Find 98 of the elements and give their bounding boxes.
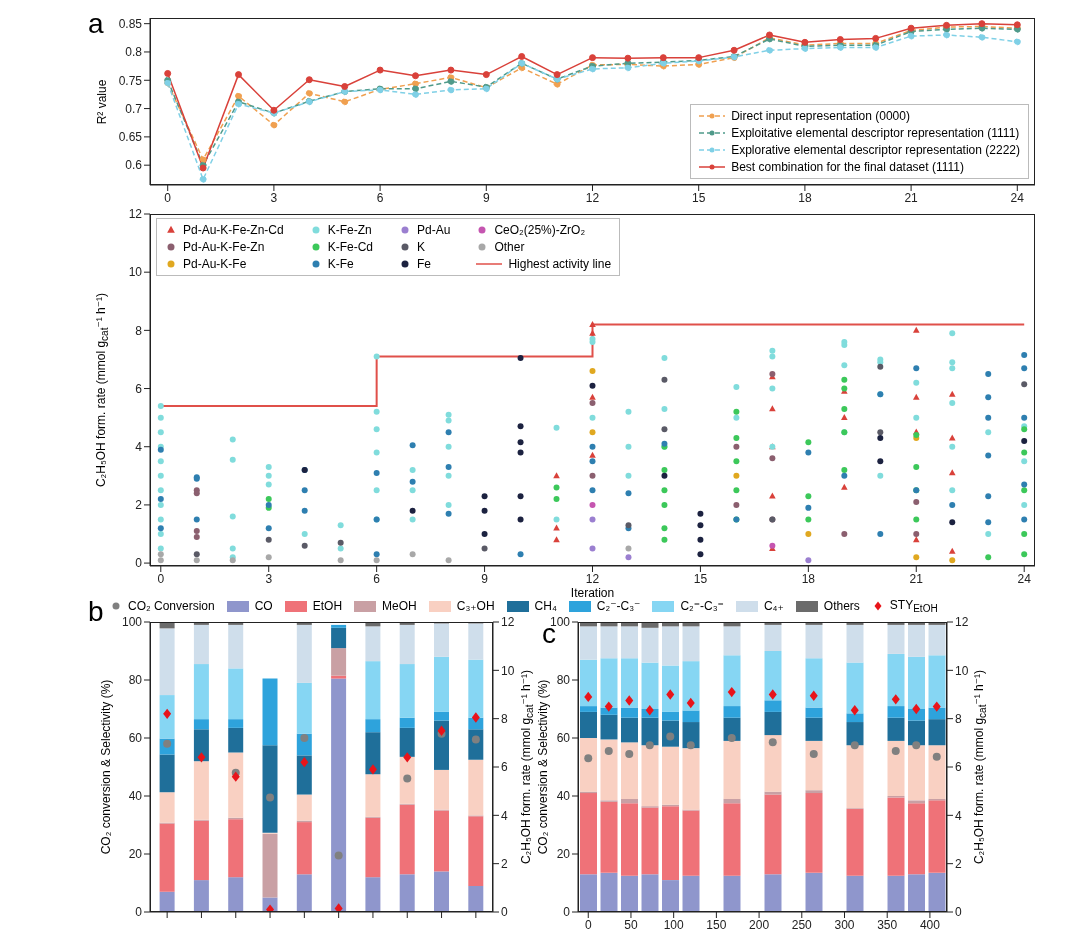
x-tick-label: 9 xyxy=(481,571,489,586)
y-tick-label: 12 xyxy=(128,207,143,222)
legend-label: Pd-Au xyxy=(417,223,451,237)
chart-title: b xyxy=(88,596,104,628)
x-tick-label: 9 xyxy=(482,190,490,205)
y2-tick-label: 6 xyxy=(955,760,962,775)
x-tick-label: 15 xyxy=(692,190,706,205)
x-tick-label: 150 xyxy=(706,917,727,932)
x-tick-label: 24 xyxy=(1010,190,1025,205)
legend-label: CeO₂(25%)-ZrO₂ xyxy=(494,223,586,237)
y-tick-label: 0 xyxy=(135,905,143,920)
x-tick-label: 3 xyxy=(270,190,278,205)
legend-label: CO xyxy=(254,599,273,614)
chart-title: a xyxy=(88,8,104,40)
legend-label: Fe xyxy=(417,257,432,271)
x-tick-label: 12 xyxy=(585,571,600,586)
y-tick-label: 0.85 xyxy=(118,16,143,31)
y-tick-label: 80 xyxy=(556,673,571,688)
x-tick-label: 100 xyxy=(663,917,684,932)
y-axis-title: R² value xyxy=(95,79,109,124)
y-tick-label: 4 xyxy=(135,439,143,454)
x-tick-label: 12 xyxy=(585,190,600,205)
legend-label: Pd-Au-K-Fe xyxy=(183,257,247,271)
y2-tick-label: 12 xyxy=(501,615,515,630)
y-tick-label: 40 xyxy=(556,789,571,804)
x-axis-title: Iteration xyxy=(570,586,615,600)
x-tick-label: 21 xyxy=(904,190,919,205)
y2-tick-label: 12 xyxy=(955,615,969,630)
y-tick-label: 0 xyxy=(563,905,571,920)
x-tick-label: 400 xyxy=(919,917,941,932)
y-tick-label: 8 xyxy=(135,323,143,338)
legend-label: MeOH xyxy=(382,599,417,614)
x-tick-label: 50 xyxy=(624,917,638,932)
y-axis-title: CO₂ conversion & Selectivity (%) xyxy=(536,679,550,855)
y-tick-label: 0.6 xyxy=(125,158,143,173)
y2-tick-label: 4 xyxy=(501,808,508,823)
y-tick-label: 0 xyxy=(135,556,143,571)
x-tick-label: 18 xyxy=(798,190,812,205)
x-tick-label: 0 xyxy=(584,917,592,932)
x-tick-label: 3 xyxy=(265,571,273,586)
legend-label: K xyxy=(417,240,426,254)
x-tick-label: 21 xyxy=(909,571,924,586)
legend-label: Explorative elemental descriptor representation (2222) xyxy=(731,143,1020,157)
legend-label: STY$_{EtOH}$ xyxy=(889,598,938,615)
y2-tick-label: 6 xyxy=(501,760,508,775)
y2-tick-label: 0 xyxy=(501,905,508,920)
y-tick-label: 100 xyxy=(121,615,143,630)
legend-label: CH₄ xyxy=(534,599,557,614)
legend-label: Others xyxy=(823,599,860,614)
legend-label: CO₂ Conversion xyxy=(128,599,215,614)
legend-label: K-Fe xyxy=(327,257,354,271)
legend-label: Direct input representation (0000) xyxy=(731,109,910,123)
legend-label: K-Fe-Zn xyxy=(327,223,372,237)
y-tick-label: 2 xyxy=(135,498,143,513)
x-tick-label: 200 xyxy=(749,917,770,932)
y-tick-label: 0.75 xyxy=(118,73,143,88)
legend-label: Highest activity line xyxy=(508,257,612,271)
legend-label: Exploitative elemental descriptor representation (1111) xyxy=(731,126,1020,140)
x-tick-label: 0 xyxy=(157,571,165,586)
legend-label: K-Fe-Cd xyxy=(327,240,374,254)
y-tick-label: 60 xyxy=(556,731,571,746)
legend-label: C₃₊OH xyxy=(456,599,495,614)
y2-tick-label: 2 xyxy=(501,856,508,871)
x-tick-label: 18 xyxy=(801,571,816,586)
x-tick-label: 0 xyxy=(164,190,172,205)
x-tick-label: 6 xyxy=(373,571,381,586)
y-tick-label: 0.65 xyxy=(118,130,143,145)
x-tick-label: 250 xyxy=(791,917,813,932)
y-axis-title: CO₂ conversion & Selectivity (%) xyxy=(99,679,113,855)
y-tick-label: 60 xyxy=(128,731,143,746)
legend-label: Pd-Au-K-Fe-Zn xyxy=(183,240,265,254)
legend-label: Other xyxy=(494,240,525,254)
y2-tick-label: 4 xyxy=(955,808,962,823)
x-tick-label: 24 xyxy=(1017,571,1032,586)
y-tick-label: 20 xyxy=(128,847,143,862)
legend-label: Best combination for the final dataset (1111) xyxy=(731,160,964,174)
y-tick-label: 0.7 xyxy=(125,101,143,116)
legend-label: C₂⁼-C₃⁼ xyxy=(680,599,724,614)
y-tick-label: 40 xyxy=(128,789,143,804)
y2-tick-label: 10 xyxy=(501,663,515,678)
x-tick-label: 300 xyxy=(834,917,855,932)
legend-label: Pd-Au-K-Fe-Zn-Cd xyxy=(183,223,284,237)
y2-tick-label: 8 xyxy=(955,711,962,726)
y-tick-label: 6 xyxy=(135,381,143,396)
x-tick-label: 15 xyxy=(693,571,708,586)
x-tick-label: 6 xyxy=(376,190,384,205)
y-tick-label: 20 xyxy=(556,847,571,862)
legend-label: EtOH xyxy=(312,599,343,614)
y2-tick-label: 10 xyxy=(955,663,969,678)
y2-tick-label: 8 xyxy=(501,711,508,726)
y2-tick-label: 2 xyxy=(955,856,962,871)
legend-label: C₄₊ xyxy=(763,599,784,614)
y-tick-label: 10 xyxy=(128,265,143,280)
y-tick-label: 0.8 xyxy=(125,45,143,60)
legend-label: C₂⁻-C₃⁻ xyxy=(596,599,641,614)
y2-tick-label: 0 xyxy=(955,905,962,920)
x-tick-label: 350 xyxy=(877,917,898,932)
y-tick-label: 80 xyxy=(128,673,143,688)
